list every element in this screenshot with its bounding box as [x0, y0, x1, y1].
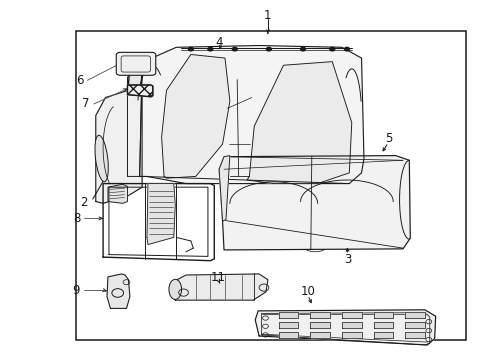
- Text: 11: 11: [211, 271, 225, 284]
- Polygon shape: [373, 332, 392, 338]
- Text: 10: 10: [300, 285, 315, 298]
- Polygon shape: [341, 322, 361, 328]
- Text: 9: 9: [73, 284, 80, 297]
- Polygon shape: [127, 58, 142, 176]
- Polygon shape: [341, 332, 361, 338]
- Polygon shape: [278, 322, 298, 328]
- Ellipse shape: [168, 279, 181, 300]
- Circle shape: [266, 47, 271, 51]
- Polygon shape: [147, 184, 175, 244]
- Polygon shape: [219, 156, 229, 221]
- Circle shape: [300, 47, 305, 51]
- Text: 2: 2: [80, 196, 87, 209]
- Text: 6: 6: [76, 74, 83, 87]
- Circle shape: [188, 47, 193, 51]
- Text: 3: 3: [344, 253, 351, 266]
- Text: 7: 7: [82, 98, 90, 111]
- Text: 5: 5: [384, 132, 391, 145]
- Ellipse shape: [95, 135, 108, 182]
- Circle shape: [329, 47, 334, 51]
- Polygon shape: [278, 332, 298, 338]
- Polygon shape: [255, 310, 435, 345]
- Text: 4: 4: [214, 36, 222, 49]
- Polygon shape: [405, 332, 424, 338]
- Polygon shape: [405, 322, 424, 328]
- FancyBboxPatch shape: [116, 52, 156, 75]
- Circle shape: [207, 47, 212, 51]
- Text: 1: 1: [264, 9, 271, 22]
- Polygon shape: [140, 45, 363, 184]
- Polygon shape: [373, 322, 392, 328]
- Text: 8: 8: [73, 212, 80, 225]
- Polygon shape: [246, 62, 351, 184]
- Polygon shape: [310, 322, 329, 328]
- Polygon shape: [278, 312, 298, 318]
- Circle shape: [344, 47, 348, 51]
- Polygon shape: [161, 54, 229, 178]
- Polygon shape: [219, 156, 409, 250]
- Polygon shape: [127, 85, 153, 97]
- Bar: [76, 31, 466, 339]
- Polygon shape: [341, 312, 361, 318]
- Polygon shape: [373, 312, 392, 318]
- Polygon shape: [405, 312, 424, 318]
- Polygon shape: [96, 87, 142, 203]
- Polygon shape: [170, 274, 267, 300]
- Polygon shape: [310, 332, 329, 338]
- Polygon shape: [108, 184, 127, 203]
- Polygon shape: [310, 312, 329, 318]
- Circle shape: [232, 47, 237, 51]
- Polygon shape: [107, 274, 130, 309]
